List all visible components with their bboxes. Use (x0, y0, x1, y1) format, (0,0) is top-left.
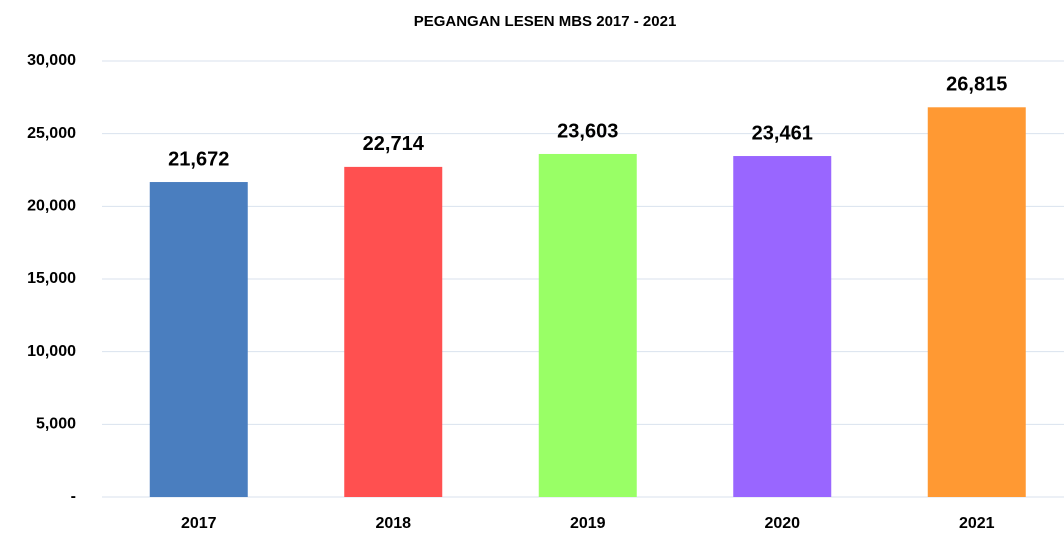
x-tick-label: 2020 (764, 515, 800, 532)
value-label: 23,603 (557, 120, 618, 142)
y-tick-label: 10,000 (27, 343, 76, 360)
x-tick-label: 2017 (181, 515, 217, 532)
y-tick-label: 5,000 (36, 416, 76, 433)
bar (927, 107, 1026, 497)
x-tick-label: 2021 (959, 515, 995, 532)
value-label: 22,714 (363, 133, 425, 155)
x-tick-label: 2018 (375, 515, 411, 532)
x-tick-label: 2019 (570, 515, 606, 532)
bar (538, 153, 637, 497)
value-label: 26,815 (946, 74, 1007, 96)
value-label: 23,461 (752, 122, 813, 144)
y-tick-label: 15,000 (27, 270, 76, 287)
value-label: 21,672 (168, 148, 229, 170)
y-tick-label: 30,000 (27, 52, 76, 69)
bar (344, 166, 443, 497)
y-tick-label: 25,000 (27, 125, 76, 142)
y-tick-label: - (71, 488, 76, 505)
bar (733, 156, 832, 498)
chart-title: PEGANGAN LESEN MBS 2017 - 2021 (414, 13, 677, 30)
y-tick-label: 20,000 (27, 198, 76, 215)
bar (149, 182, 248, 497)
